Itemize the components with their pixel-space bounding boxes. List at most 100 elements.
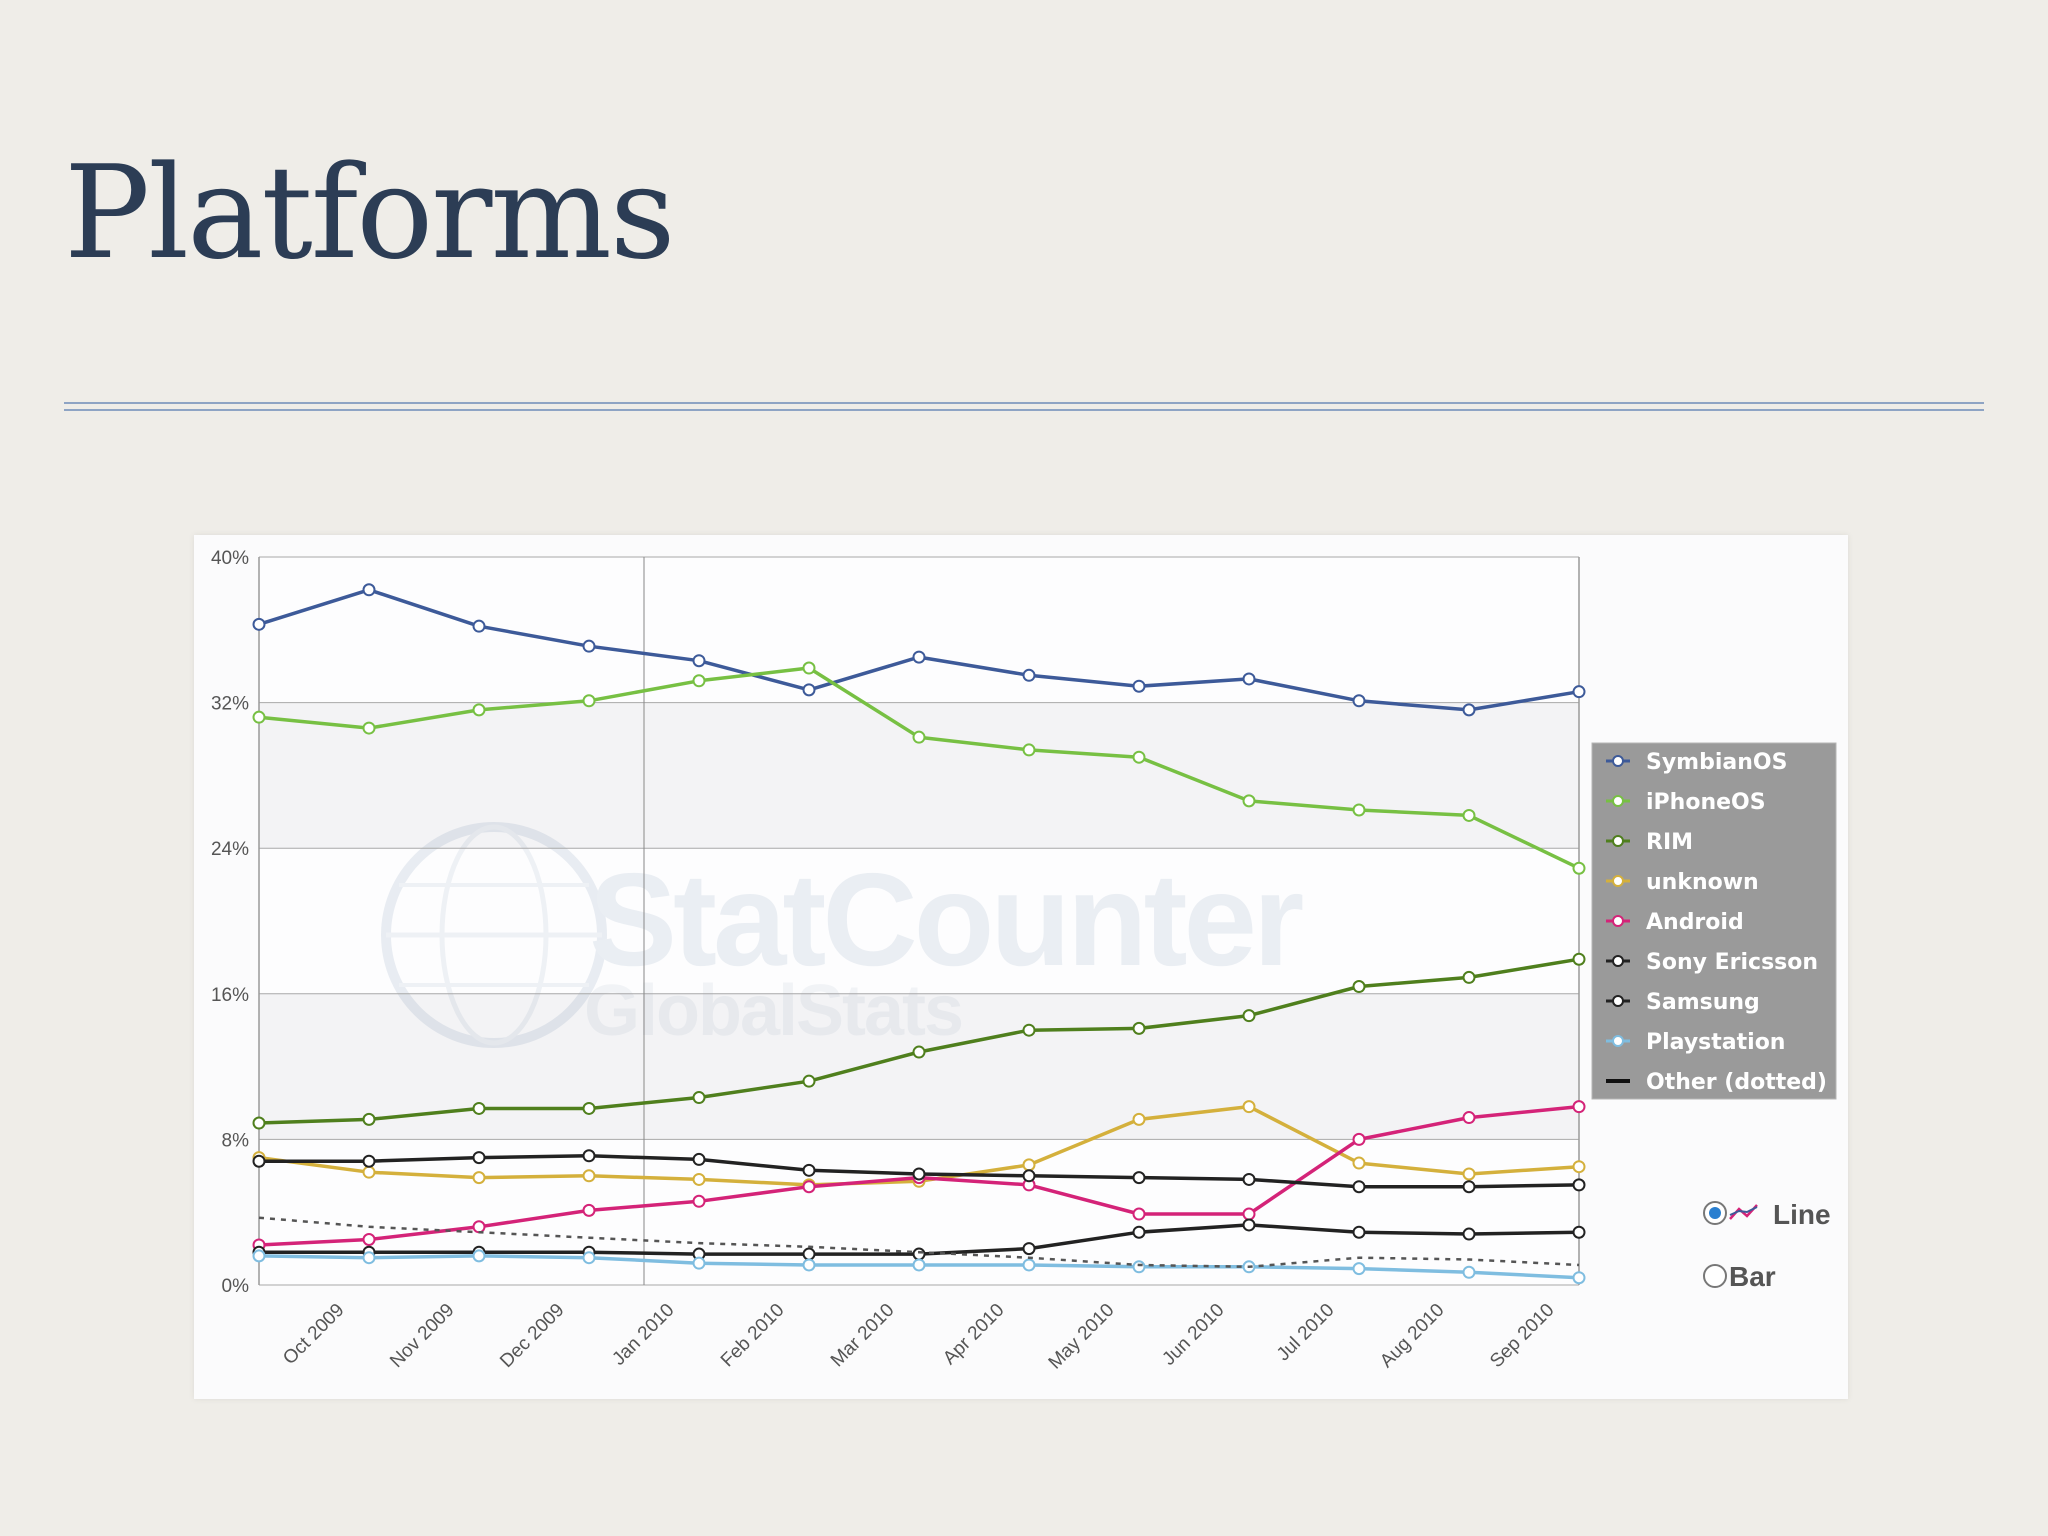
data-point[interactable]	[1132, 1225, 1146, 1239]
data-point[interactable]	[362, 583, 376, 597]
data-point[interactable]	[1132, 1021, 1146, 1035]
data-point[interactable]	[802, 1180, 816, 1194]
data-point[interactable]	[1242, 1207, 1256, 1221]
data-point[interactable]	[802, 1258, 816, 1272]
data-point[interactable]	[1022, 743, 1036, 757]
bar-toggle[interactable]: Bar	[1703, 1261, 1776, 1292]
data-point[interactable]	[912, 650, 926, 664]
data-point[interactable]	[1352, 1262, 1366, 1276]
data-point[interactable]	[1572, 1178, 1586, 1192]
data-point[interactable]	[472, 1220, 486, 1234]
data-point[interactable]	[1352, 1156, 1366, 1170]
data-point[interactable]	[1462, 1167, 1476, 1181]
data-point[interactable]	[912, 1167, 926, 1181]
data-point[interactable]	[1132, 1112, 1146, 1126]
legend-item[interactable]: iPhoneOS	[1606, 790, 1766, 815]
data-point[interactable]	[582, 1203, 596, 1217]
data-point[interactable]	[802, 683, 816, 697]
data-point[interactable]	[362, 721, 376, 735]
data-point[interactable]	[1022, 1158, 1036, 1172]
data-point[interactable]	[912, 730, 926, 744]
data-point[interactable]	[912, 1045, 926, 1059]
data-point[interactable]	[1572, 1271, 1586, 1285]
data-point[interactable]	[1572, 1160, 1586, 1174]
data-point[interactable]	[1022, 668, 1036, 682]
data-point[interactable]	[472, 1249, 486, 1263]
data-point[interactable]	[252, 1154, 266, 1168]
data-point[interactable]	[582, 639, 596, 653]
data-point[interactable]	[472, 1101, 486, 1115]
data-point[interactable]	[362, 1112, 376, 1126]
data-point[interactable]	[1132, 750, 1146, 764]
data-point[interactable]	[1462, 808, 1476, 822]
data-point[interactable]	[692, 674, 706, 688]
data-point[interactable]	[252, 710, 266, 724]
data-point[interactable]	[472, 1171, 486, 1185]
data-point[interactable]	[692, 1152, 706, 1166]
data-point[interactable]	[582, 694, 596, 708]
data-point[interactable]	[252, 617, 266, 631]
data-point[interactable]	[1462, 1227, 1476, 1241]
data-point[interactable]	[802, 661, 816, 675]
legend-item[interactable]: SymbianOS	[1606, 750, 1787, 775]
data-point[interactable]	[1352, 803, 1366, 817]
data-point[interactable]	[362, 1154, 376, 1168]
data-point[interactable]	[692, 1256, 706, 1270]
data-point[interactable]	[472, 619, 486, 633]
data-point[interactable]	[1352, 1132, 1366, 1146]
data-point[interactable]	[1132, 679, 1146, 693]
legend-item[interactable]: Playstation	[1606, 1030, 1785, 1055]
data-point[interactable]	[1462, 1180, 1476, 1194]
data-point[interactable]	[1572, 1225, 1586, 1239]
data-point[interactable]	[912, 1258, 926, 1272]
data-point[interactable]	[1352, 980, 1366, 994]
legend-item[interactable]: RIM	[1606, 830, 1693, 855]
data-point[interactable]	[1352, 1180, 1366, 1194]
data-point[interactable]	[1462, 1265, 1476, 1279]
data-point[interactable]	[362, 1233, 376, 1246]
data-point[interactable]	[1462, 703, 1476, 717]
data-point[interactable]	[1572, 1100, 1586, 1114]
data-point[interactable]	[1022, 1258, 1036, 1272]
bar-radio-icon[interactable]	[1703, 1264, 1727, 1288]
data-point[interactable]	[912, 1247, 926, 1261]
data-point[interactable]	[692, 1172, 706, 1186]
data-point[interactable]	[582, 1169, 596, 1183]
data-point[interactable]	[802, 1163, 816, 1177]
legend-item[interactable]: Samsung	[1606, 990, 1760, 1015]
data-point[interactable]	[1462, 970, 1476, 984]
data-point[interactable]	[252, 1249, 266, 1263]
data-point[interactable]	[802, 1074, 816, 1088]
data-point[interactable]	[1242, 794, 1256, 808]
data-point[interactable]	[1242, 672, 1256, 686]
data-point[interactable]	[252, 1116, 266, 1130]
data-point[interactable]	[1352, 694, 1366, 708]
data-point[interactable]	[362, 1165, 376, 1179]
legend-item[interactable]: Other (dotted)	[1606, 1070, 1827, 1095]
data-point[interactable]	[582, 1101, 596, 1115]
data-point[interactable]	[1132, 1260, 1146, 1274]
data-point[interactable]	[362, 1251, 376, 1265]
data-point[interactable]	[1572, 952, 1586, 966]
data-point[interactable]	[1352, 1225, 1366, 1239]
data-point[interactable]	[582, 1149, 596, 1163]
data-point[interactable]	[582, 1251, 596, 1265]
data-point[interactable]	[692, 1194, 706, 1208]
data-point[interactable]	[1132, 1171, 1146, 1185]
legend-item[interactable]: unknown	[1606, 870, 1759, 895]
line-toggle[interactable]: Line	[1703, 1199, 1831, 1230]
data-point[interactable]	[1242, 1218, 1256, 1232]
data-point[interactable]	[692, 1091, 706, 1105]
data-point[interactable]	[1242, 1009, 1256, 1023]
data-point[interactable]	[1462, 1111, 1476, 1125]
data-point[interactable]	[802, 1247, 816, 1261]
legend-item[interactable]: Sony Ericsson	[1606, 950, 1818, 975]
legend-item[interactable]: Android	[1606, 910, 1744, 935]
data-point[interactable]	[472, 703, 486, 717]
data-point[interactable]	[1572, 685, 1586, 699]
data-point[interactable]	[1572, 861, 1586, 875]
data-point[interactable]	[1242, 1172, 1256, 1186]
data-point[interactable]	[692, 654, 706, 668]
data-point[interactable]	[1022, 1169, 1036, 1183]
data-point[interactable]	[1022, 1242, 1036, 1256]
